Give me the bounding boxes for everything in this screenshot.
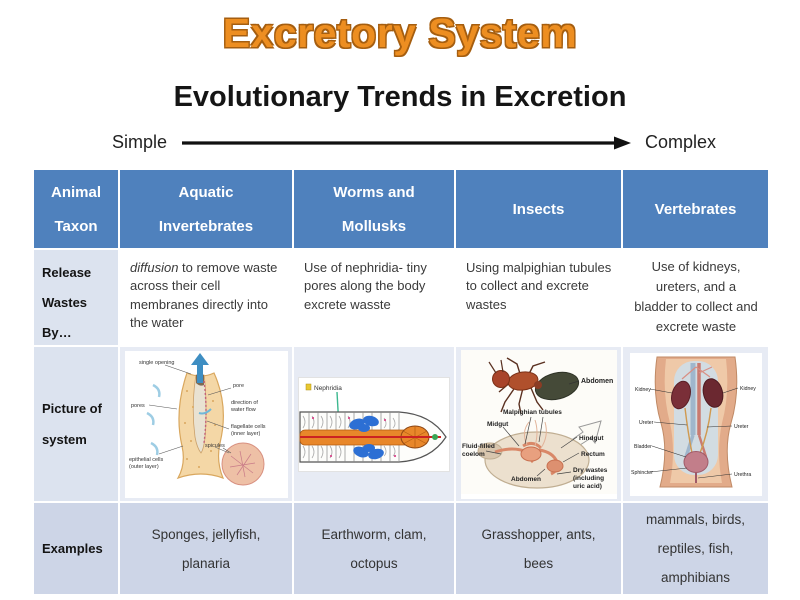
row-label-picture-of-system: Picture of system — [34, 347, 118, 501]
release-cell-insects: Using malpighian tubules to collect and … — [456, 250, 621, 345]
sponge-label-pore: pore — [233, 383, 244, 389]
header-vertebrates: Vertebrates — [623, 170, 768, 248]
ant-label-dry-wastes-2: (including — [573, 475, 604, 482]
examples-cell-worms: Earthworm, clam, octopus — [294, 503, 454, 594]
sponge-label-single-opening: single opening — [139, 360, 174, 366]
header-worms-mollusks: Worms and Mollusks — [294, 170, 454, 248]
scale-label-simple: Simple — [112, 132, 168, 152]
human-label-bladder: Bladder — [634, 444, 652, 450]
picture-cell-aquatic: single opening pores pore direction of w… — [120, 347, 292, 501]
human-diagram-image: Kidney Kidney Ureter Ureter Bladder Sphi… — [629, 352, 762, 496]
ant-diagram-image: Abdomen — [460, 349, 617, 499]
slide-subtitle: Evolutionary Trends in Excretion — [173, 81, 627, 113]
examples-cell-aquatic: Sponges, jellyfish, planaria — [120, 503, 292, 594]
human-urinary-diagram-icon: Kidney Kidney Ureter Ureter Bladder Sphi… — [629, 352, 762, 491]
human-label-ureter-left: Ureter — [639, 420, 654, 426]
right-arrow-icon — [182, 136, 632, 149]
ant-label-abdomen-top: Abdomen — [581, 378, 613, 385]
worm-diagram-icon: Nephridia — [299, 377, 449, 466]
ant-label-abdomen-bottom: Abdomen — [511, 476, 541, 483]
release-cell-aquatic: diffusion to remove waste across their c… — [120, 250, 292, 345]
excretion-table: Animal Taxon Aquatic Invertebrates Worms… — [34, 170, 768, 594]
human-label-kidney-right: Kidney — [740, 386, 756, 392]
release-cell-vertebrates: Use of kidneys, ureters, and a bladder t… — [623, 250, 768, 345]
row-label-examples: Examples — [34, 503, 118, 594]
ant-label-rectum: Rectum — [581, 451, 605, 458]
ant-label-hindgut: Hindgut — [579, 435, 604, 442]
ant-label-dry-wastes-3: uric acid) — [573, 483, 602, 490]
ant-label-malpighian-tubules: Malpighian tubules — [503, 409, 562, 416]
ant-label-midgut: Midgut — [487, 421, 509, 428]
sponge-label-water-flow-1: direction of — [231, 400, 258, 406]
ant-label-fluid-filled: Fluid-filled — [462, 443, 495, 450]
sponge-label-pores: pores — [131, 403, 145, 409]
release-cell-worms: Use of nephridia- tiny pores along the b… — [294, 250, 454, 345]
human-label-kidney-left: Kidney — [635, 387, 651, 393]
ant-label-dry-wastes-1: Dry wastes — [573, 467, 608, 474]
header-aquatic-invertebrates: Aquatic Invertebrates — [120, 170, 292, 248]
picture-cell-vertebrates: Kidney Kidney Ureter Ureter Bladder Sphi… — [623, 347, 768, 501]
header-animal-taxon: Animal Taxon — [34, 170, 118, 248]
ant-diagram-icon: Abdomen — [460, 349, 617, 494]
examples-cell-insects: Grasshopper, ants, bees — [456, 503, 621, 594]
picture-cell-worms: Nephridia — [294, 347, 454, 501]
complexity-scale: Simple Complex — [112, 132, 716, 153]
worm-diagram-image: Nephridia — [298, 376, 450, 472]
human-label-ureter-right: Ureter — [734, 424, 749, 430]
ant-label-coelom: coelom — [462, 451, 485, 458]
sponge-label-epithelial-2: (outer layer) — [129, 464, 159, 470]
human-label-sphincter: Sphincter — [631, 470, 653, 476]
examples-cell-vertebrates: mammals, birds, reptiles, fish, amphibia… — [623, 503, 768, 594]
slide-title: Excretory System — [222, 10, 578, 56]
sponge-label-flagellate-1: flagellate cells — [231, 424, 266, 430]
sponge-label-flagellate-2: (inner layer) — [231, 431, 261, 437]
scale-label-complex: Complex — [645, 132, 717, 152]
header-insects: Insects — [456, 170, 621, 248]
sponge-label-spicules: spicules — [205, 443, 225, 449]
row-label-release-wastes: Release Wastes By… — [34, 250, 118, 345]
picture-cell-insects: Abdomen — [456, 347, 621, 501]
worm-label-nephridia: Nephridia — [314, 385, 342, 392]
sponge-diagram-image: single opening pores pore direction of w… — [124, 350, 288, 498]
sponge-diagram-icon: single opening pores pore direction of w… — [124, 350, 288, 493]
sponge-label-water-flow-2: water flow — [230, 407, 256, 413]
sponge-label-epithelial-1: epithelial cells — [129, 457, 163, 463]
human-label-urethra: Urethra — [734, 472, 751, 478]
